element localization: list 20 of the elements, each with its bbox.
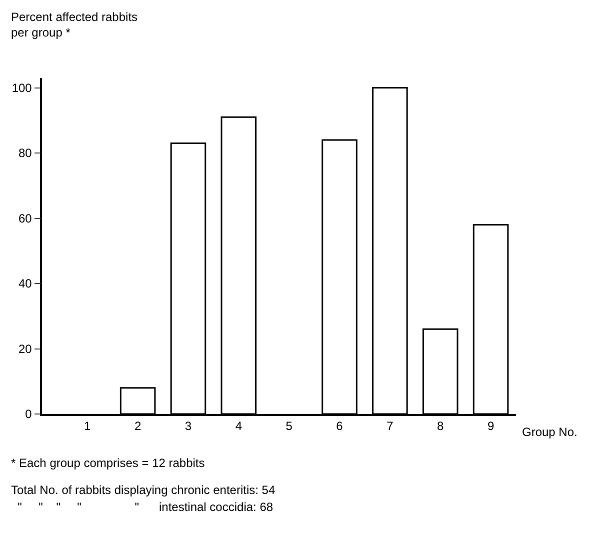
x-tick-label: 3 [184, 419, 192, 434]
y-tick-label: 0 [25, 407, 32, 422]
x-tick-label: 2 [134, 419, 142, 434]
y-tick-label: 100 [12, 80, 32, 95]
y-tick-label: 20 [18, 342, 32, 356]
x-tick-label: 1 [84, 419, 92, 434]
y-tick-label: 40 [18, 276, 32, 291]
x-tick-label: 7 [386, 419, 394, 434]
y-tick-label: 80 [18, 146, 32, 160]
text: * Each group comprises = 12 rabbits [11, 456, 205, 470]
text: Total No. of rabbits displaying chronic enteritis: 54 [11, 483, 276, 497]
x-tick-label: 4 [235, 419, 242, 434]
y-tick-label: 60 [18, 211, 32, 226]
text: " " " " " intestinal coccidia: 68 [11, 500, 274, 514]
x-tick-label: 9 [487, 419, 494, 434]
x-axis-title: Group No. [522, 425, 578, 439]
x-tick-label: 6 [336, 419, 344, 434]
x-tick-label: 5 [286, 419, 293, 434]
x-tick-label: 8 [437, 419, 444, 434]
y-axis-title: Percent affected rabbits per group * [11, 10, 138, 40]
